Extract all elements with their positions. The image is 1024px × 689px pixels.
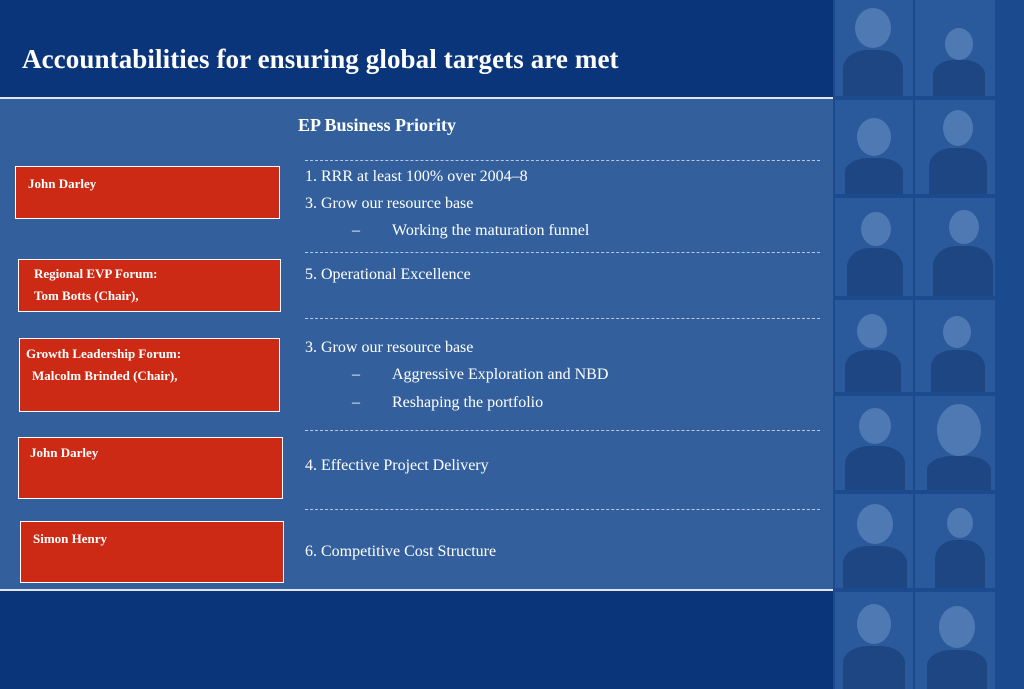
priority-subitem: Reshaping the portfolio <box>392 394 544 411</box>
forum-name: Growth Leadership Forum: <box>26 346 182 361</box>
owner-box: Simon Henry <box>20 521 284 583</box>
photo-tile <box>915 396 995 490</box>
priority-item: 5. Operational Excellence <box>305 266 471 283</box>
photo-tile <box>835 198 913 296</box>
priority-heading: EP Business Priority <box>298 115 457 135</box>
separator <box>305 430 820 431</box>
photo-tile <box>915 0 995 96</box>
photo-tile <box>835 396 913 490</box>
priority-item: 4. Effective Project Delivery <box>305 457 489 474</box>
separator <box>305 252 820 253</box>
owner-name: Tom Botts (Chair), <box>34 288 139 303</box>
photo-tile <box>915 300 995 392</box>
bullet-dash: – <box>352 394 360 411</box>
photo-tile <box>915 198 995 296</box>
photo-tile <box>835 0 913 96</box>
priority-item: 3. Grow our resource base <box>305 339 474 356</box>
bullet-dash: – <box>352 366 360 383</box>
bullet-dash: – <box>352 222 360 239</box>
owner-name: John Darley <box>30 445 99 460</box>
owner-box: John Darley <box>18 437 283 499</box>
photo-strip <box>833 0 1024 689</box>
title-divider <box>0 97 1024 99</box>
separator <box>305 509 820 510</box>
photo-tile <box>835 300 913 392</box>
separator <box>305 160 820 161</box>
priority-item: 3. Grow our resource base <box>305 195 474 212</box>
photo-tile <box>835 592 913 689</box>
priority-subitem: Working the maturation funnel <box>392 222 590 239</box>
priority-subitem: Aggressive Exploration and NBD <box>392 366 609 383</box>
owner-name: Simon Henry <box>33 531 108 546</box>
owner-name: Malcolm Brinded (Chair), <box>32 368 178 383</box>
priority-item: 1. RRR at least 100% over 2004–8 <box>305 168 528 185</box>
owner-box: Growth Leadership Forum: Malcolm Brinded… <box>19 338 280 412</box>
photo-tile <box>915 592 995 689</box>
forum-name: Regional EVP Forum: <box>34 266 158 281</box>
priority-item: 6. Competitive Cost Structure <box>305 543 497 560</box>
photo-tile <box>835 100 913 194</box>
photo-tile <box>915 100 995 194</box>
photo-tile <box>915 494 995 588</box>
owner-box: Regional EVP Forum: Tom Botts (Chair), <box>18 259 281 312</box>
separator <box>305 318 820 319</box>
photo-tile <box>835 494 913 588</box>
page-title: Accountabilities for ensuring global tar… <box>22 44 619 74</box>
bottom-divider <box>0 589 1024 591</box>
owner-name: John Darley <box>28 176 97 191</box>
owner-box: John Darley <box>15 166 280 219</box>
